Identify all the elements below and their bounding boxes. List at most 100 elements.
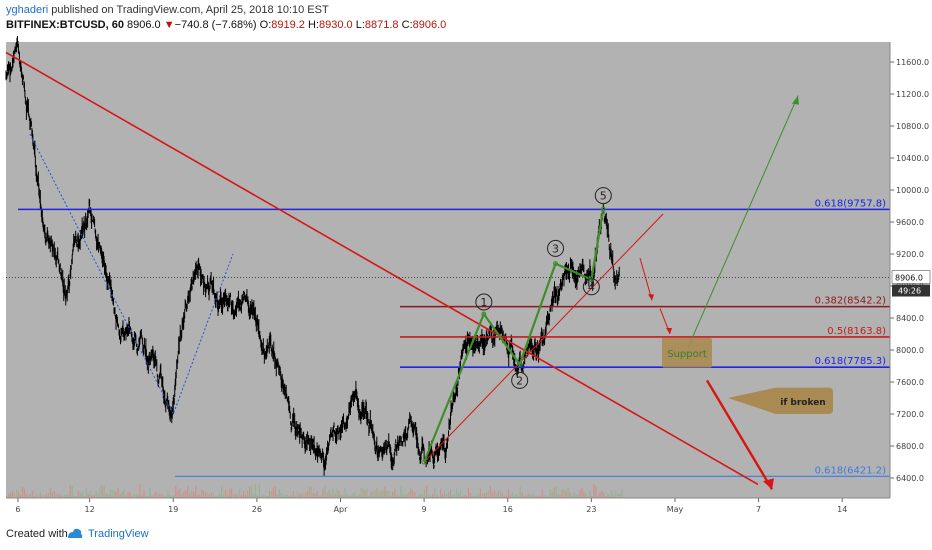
wave-number: 3 bbox=[552, 242, 559, 255]
volume-bar bbox=[567, 487, 569, 498]
volume-bar bbox=[326, 492, 328, 498]
volume-bar bbox=[129, 492, 131, 498]
volume-bar bbox=[209, 494, 211, 498]
high-label: H: bbox=[308, 19, 319, 31]
chart-header: yghaderi published on TradingView.com, A… bbox=[0, 0, 932, 36]
volume-bar bbox=[611, 490, 613, 498]
price-chart[interactable]: 6400.06800.07200.07600.08000.08400.08800… bbox=[0, 33, 932, 516]
x-tick-label: 6 bbox=[15, 505, 20, 514]
arrow-head-icon bbox=[792, 95, 799, 105]
volume-bar bbox=[238, 488, 241, 498]
volume-bar bbox=[145, 495, 147, 498]
volume-bar bbox=[581, 487, 583, 498]
volume-bar bbox=[77, 490, 79, 498]
volume-bar bbox=[489, 485, 492, 498]
volume-bar bbox=[398, 495, 400, 498]
volume-bar bbox=[523, 495, 525, 498]
tradingview-brand[interactable]: TradingView bbox=[88, 528, 149, 540]
volume-bar bbox=[169, 494, 171, 498]
volume-bar bbox=[155, 492, 157, 498]
volume-bar bbox=[531, 493, 533, 498]
volume-bar bbox=[424, 489, 426, 498]
wave-circle bbox=[582, 278, 600, 296]
volume-bar bbox=[284, 494, 286, 498]
volume-bar bbox=[440, 488, 442, 498]
volume-bar bbox=[380, 490, 382, 498]
volume-bar bbox=[459, 489, 462, 498]
volume-bar bbox=[479, 488, 482, 498]
volume-bar bbox=[59, 494, 61, 498]
volume-bar bbox=[507, 489, 509, 498]
volume-bar bbox=[288, 495, 290, 498]
y-tick-label: 6400.0 bbox=[896, 474, 924, 483]
volume-bar bbox=[541, 489, 543, 498]
high-value: 8930.0 bbox=[319, 19, 353, 31]
volume-bar bbox=[491, 492, 494, 498]
volume-bar bbox=[234, 494, 237, 498]
volume-bar bbox=[312, 492, 314, 498]
volume-bar bbox=[619, 493, 621, 498]
volume-bar bbox=[107, 494, 109, 498]
volume-bar bbox=[455, 488, 458, 498]
volume-bar bbox=[187, 485, 189, 498]
volume-bar bbox=[67, 494, 69, 498]
if-broken-callout: if broken bbox=[728, 387, 833, 414]
volume-bar bbox=[575, 494, 577, 498]
volume-bar bbox=[179, 488, 181, 498]
arrow-head-icon bbox=[763, 478, 774, 490]
y-tick-label: 10000.0 bbox=[896, 186, 929, 195]
x-tick-label: 23 bbox=[586, 505, 596, 514]
volume-bar bbox=[561, 489, 563, 498]
volume-bar bbox=[320, 495, 322, 498]
volume-bar bbox=[308, 486, 310, 498]
volume-bar bbox=[6, 495, 8, 498]
volume-bar bbox=[266, 495, 269, 498]
volume-bar bbox=[573, 492, 575, 498]
volume-bar bbox=[400, 486, 402, 498]
volume-bar bbox=[113, 491, 115, 498]
chart-area[interactable]: 6400.06800.07200.07600.08000.08400.08800… bbox=[0, 33, 932, 516]
volume-bar bbox=[207, 493, 209, 498]
volume-bar bbox=[236, 495, 239, 498]
volume-bar bbox=[39, 492, 42, 498]
volume-bar bbox=[615, 490, 617, 498]
volume-bar bbox=[338, 491, 340, 498]
volume-bar bbox=[344, 488, 346, 498]
wave-circle bbox=[547, 239, 565, 257]
chart-footer: Created with TradingView bbox=[0, 518, 932, 550]
volume-bar bbox=[358, 494, 360, 498]
y-tick-label: 8400.0 bbox=[896, 314, 924, 323]
volume-bar bbox=[119, 494, 121, 498]
volume-bar bbox=[356, 495, 358, 498]
volume-bar bbox=[109, 489, 111, 498]
volume-bar bbox=[33, 495, 36, 498]
x-tick-label: 14 bbox=[837, 505, 847, 514]
ohlc-row: BITFINEX:BTCUSD, 60 8906.0 ▼−740.8 (−7.6… bbox=[6, 19, 446, 31]
y-tick-label: 7600.0 bbox=[896, 378, 924, 387]
volume-bar bbox=[529, 494, 531, 498]
volume-bar bbox=[316, 490, 318, 498]
wave-point bbox=[421, 459, 427, 465]
volume-bar bbox=[444, 489, 446, 498]
wave-number: 4 bbox=[588, 281, 595, 294]
volume-bar bbox=[167, 490, 169, 498]
x-tick-label: 7 bbox=[756, 505, 761, 514]
volume-bar bbox=[240, 495, 243, 498]
volume-bar bbox=[101, 485, 103, 498]
volume-bar bbox=[519, 486, 521, 498]
volume-bar bbox=[211, 492, 213, 498]
wave-circle bbox=[475, 293, 493, 311]
volume-bar bbox=[137, 495, 139, 498]
tradingview-logo-icon[interactable] bbox=[66, 526, 84, 540]
volume-bar bbox=[117, 488, 119, 498]
volume-bar bbox=[55, 493, 57, 498]
y-tick-label: 9600.0 bbox=[896, 218, 924, 227]
volume-bar bbox=[412, 490, 414, 498]
author-link[interactable]: yghaderi bbox=[6, 4, 49, 16]
low-value: 8871.8 bbox=[364, 19, 399, 31]
volume-bar bbox=[85, 487, 87, 498]
volume-bar bbox=[547, 495, 549, 498]
volume-bar bbox=[227, 495, 229, 498]
volume-bar bbox=[418, 494, 420, 498]
x-tick-label: May bbox=[667, 505, 684, 514]
